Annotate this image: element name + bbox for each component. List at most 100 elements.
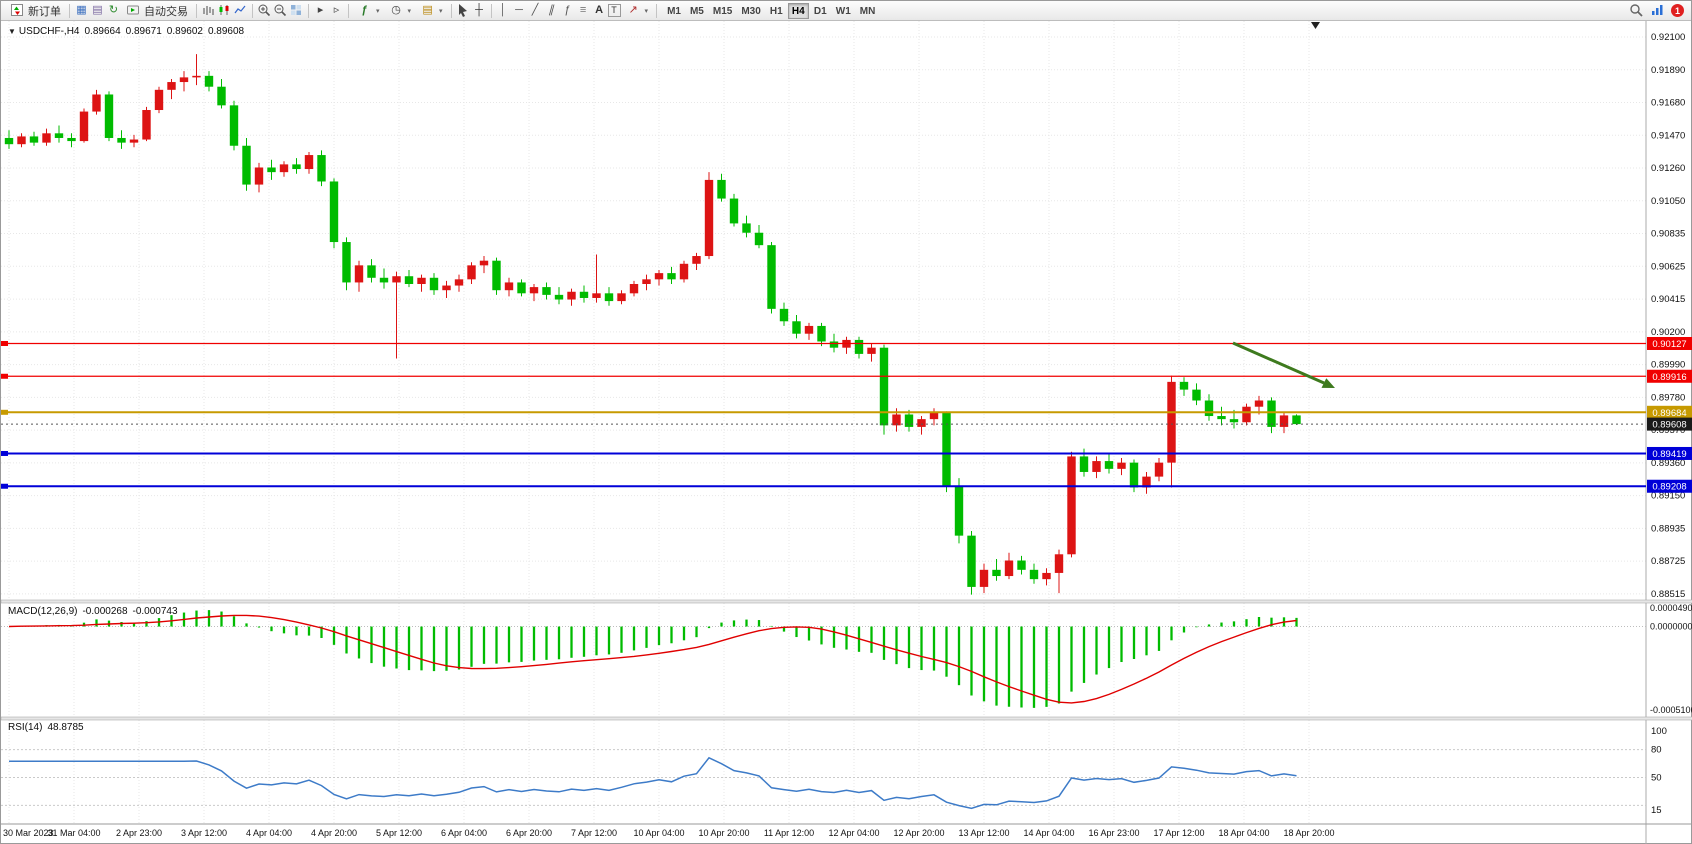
chart-shift-marker[interactable] — [1311, 22, 1320, 29]
text-icon[interactable]: A — [595, 4, 604, 16]
candle[interactable] — [804, 322, 814, 340]
candle[interactable] — [417, 274, 426, 292]
candle[interactable] — [279, 161, 289, 177]
candle[interactable] — [1142, 471, 1151, 494]
candle[interactable] — [292, 158, 301, 174]
channel-icon[interactable]: ∥ — [546, 4, 556, 16]
candle[interactable] — [767, 242, 776, 314]
candle[interactable] — [729, 193, 739, 227]
refresh-icon[interactable]: ↻ — [108, 4, 119, 16]
price-levels[interactable] — [1, 340, 1646, 489]
timeframe-w1[interactable]: W1 — [835, 5, 851, 17]
fibonacci-icon[interactable]: ƒ — [563, 4, 571, 16]
new-order-button[interactable]: 新订单 — [6, 2, 65, 19]
timeframe-m5[interactable]: M5 — [689, 5, 704, 17]
candle[interactable] — [242, 137, 251, 191]
candle[interactable] — [1167, 375, 1176, 488]
notification-badge[interactable]: 1 — [1671, 4, 1684, 17]
candle[interactable] — [1292, 414, 1301, 426]
periods-button[interactable]: ◷ ▾ — [385, 2, 416, 19]
timeframe-d1[interactable]: D1 — [813, 5, 827, 17]
candle[interactable] — [304, 151, 314, 174]
candle[interactable] — [404, 270, 414, 288]
candle[interactable] — [442, 280, 451, 298]
candle[interactable] — [542, 282, 551, 300]
candle[interactable] — [842, 336, 851, 354]
candle[interactable] — [942, 411, 951, 493]
candle[interactable] — [854, 336, 864, 359]
templates-button[interactable]: ▤ ▾ — [416, 2, 447, 19]
candle[interactable] — [167, 78, 176, 100]
timeframe-h1[interactable]: H1 — [769, 5, 783, 17]
candle[interactable] — [467, 262, 476, 284]
candle[interactable] — [229, 100, 239, 151]
candle[interactable] — [1067, 451, 1076, 558]
candle[interactable] — [679, 260, 689, 283]
candle[interactable] — [1279, 412, 1289, 434]
candle[interactable] — [479, 256, 489, 274]
candle[interactable] — [492, 257, 501, 295]
trendline-icon[interactable]: ╱ — [531, 4, 539, 16]
indicators-button[interactable]: ƒ ▾ — [353, 2, 384, 19]
candle[interactable] — [67, 133, 76, 148]
candle[interactable] — [917, 416, 926, 435]
candle[interactable] — [1029, 563, 1039, 584]
candle[interactable] — [267, 159, 276, 180]
candle[interactable] — [54, 125, 64, 143]
candle[interactable] — [342, 237, 351, 291]
candle[interactable] — [742, 215, 751, 238]
candle[interactable] — [867, 343, 876, 362]
chart-canvas[interactable]: 0.92100 0.91890 0.91680 0.91470 0.91260 0.910… — [1, 21, 1692, 844]
candle[interactable] — [1179, 377, 1189, 396]
candle[interactable] — [204, 71, 214, 92]
zoom-out-icon[interactable] — [273, 3, 288, 18]
candle[interactable] — [217, 78, 226, 109]
panel-separator[interactable] — [1, 599, 1692, 604]
zoom-in-icon[interactable] — [257, 3, 272, 18]
candle[interactable] — [579, 285, 589, 303]
candle[interactable] — [79, 108, 89, 143]
search-icon[interactable] — [1629, 3, 1644, 18]
tile-windows-icon[interactable] — [289, 3, 304, 18]
label-icon[interactable]: T — [607, 4, 621, 17]
candle[interactable] — [517, 279, 526, 297]
candlestick-icon[interactable] — [217, 3, 232, 18]
candle[interactable] — [129, 134, 139, 148]
grid-icon[interactable]: ≡ — [579, 4, 587, 16]
profiles-icon[interactable]: ▤ — [92, 4, 103, 16]
signal-icon[interactable] — [1650, 3, 1665, 18]
candle[interactable] — [142, 106, 151, 142]
candle[interactable] — [1129, 459, 1139, 493]
candle[interactable] — [1192, 383, 1201, 406]
candle[interactable] — [367, 259, 376, 283]
candle[interactable] — [1104, 453, 1114, 474]
candle[interactable] — [179, 71, 189, 92]
bar-chart-icon[interactable] — [201, 3, 216, 18]
candle[interactable] — [1242, 403, 1251, 426]
panel-separator[interactable] — [1, 716, 1692, 721]
candle[interactable] — [604, 287, 614, 306]
candle[interactable] — [192, 54, 201, 86]
candle[interactable] — [554, 287, 564, 305]
candle[interactable] — [792, 315, 801, 339]
candle[interactable] — [954, 478, 964, 544]
candle[interactable] — [117, 130, 126, 149]
timeframe-mn[interactable]: MN — [859, 5, 876, 17]
candle[interactable] — [454, 274, 464, 292]
auto-scroll-icon[interactable]: ▸ — [317, 4, 324, 16]
chart-window-icon[interactable]: ▦ — [76, 4, 87, 16]
candle[interactable] — [1054, 549, 1064, 594]
candle[interactable] — [692, 252, 701, 271]
cursor-icon[interactable] — [456, 3, 471, 18]
candle[interactable] — [567, 288, 576, 306]
candle[interactable] — [254, 162, 264, 193]
line-chart-icon[interactable] — [233, 3, 248, 18]
macd-panel[interactable]: 0.0000490 0.0000000 -0.0005106 — [1, 603, 1692, 715]
chart-shift-icon[interactable]: ▹ — [333, 4, 340, 16]
candle[interactable] — [104, 91, 114, 142]
candle[interactable] — [629, 280, 639, 297]
candle[interactable] — [817, 322, 826, 347]
candle[interactable] — [879, 344, 889, 435]
candle[interactable] — [4, 130, 14, 149]
